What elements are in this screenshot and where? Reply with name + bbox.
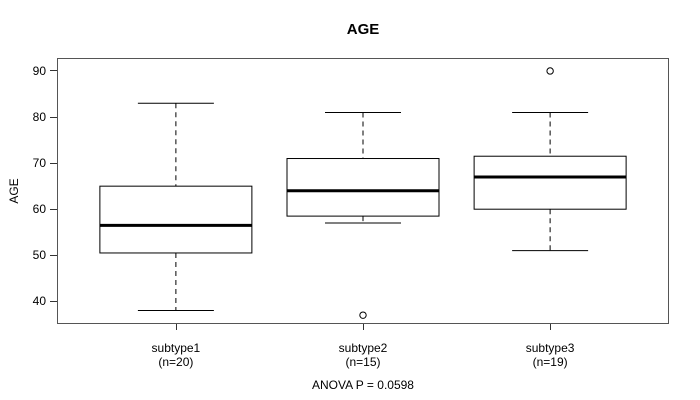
y-axis-tick-label: 50 — [32, 248, 46, 263]
y-axis-tick — [50, 70, 57, 72]
y-axis-tick — [50, 162, 57, 164]
y-axis-tick — [50, 116, 57, 118]
y-axis-tick-label: 80 — [32, 110, 46, 125]
plot-area — [57, 58, 669, 324]
group-name-label: subtype2 — [338, 341, 388, 355]
y-axis-tick-label: 70 — [32, 156, 46, 171]
group-n-label: (n=20) — [158, 355, 194, 369]
boxplot-canvas — [99, 67, 627, 319]
group-name-label: subtype3 — [525, 341, 575, 355]
outlier-point-subtype2 — [359, 311, 367, 319]
y-axis-tick-label: 40 — [32, 294, 46, 309]
y-axis-tick-label: 90 — [32, 63, 46, 78]
outlier-point-subtype3 — [546, 67, 554, 75]
x-axis-group-label: subtype2 (n=15) — [293, 341, 433, 369]
group-n-label: (n=19) — [532, 355, 568, 369]
box-subtype3 — [473, 155, 627, 210]
x-axis-group-label: subtype1 (n=20) — [106, 341, 246, 369]
x-axis-tick — [550, 324, 552, 330]
x-axis-tick — [363, 324, 364, 330]
box-subtype2 — [286, 158, 440, 217]
chart-title: AGE — [346, 21, 380, 38]
y-axis-tick — [50, 254, 57, 256]
y-axis-tick-label: 60 — [32, 202, 46, 217]
box-subtype1 — [99, 185, 253, 254]
group-name-label: subtype1 — [151, 341, 201, 355]
x-axis-tick — [175, 324, 177, 330]
x-axis-group-label: subtype3 (n=19) — [480, 341, 620, 369]
anova-p-value-note: ANOVA P = 0.0598 — [312, 378, 414, 392]
group-n-label: (n=15) — [345, 355, 381, 369]
y-axis-tick — [50, 300, 57, 302]
y-axis-tick — [50, 208, 57, 210]
